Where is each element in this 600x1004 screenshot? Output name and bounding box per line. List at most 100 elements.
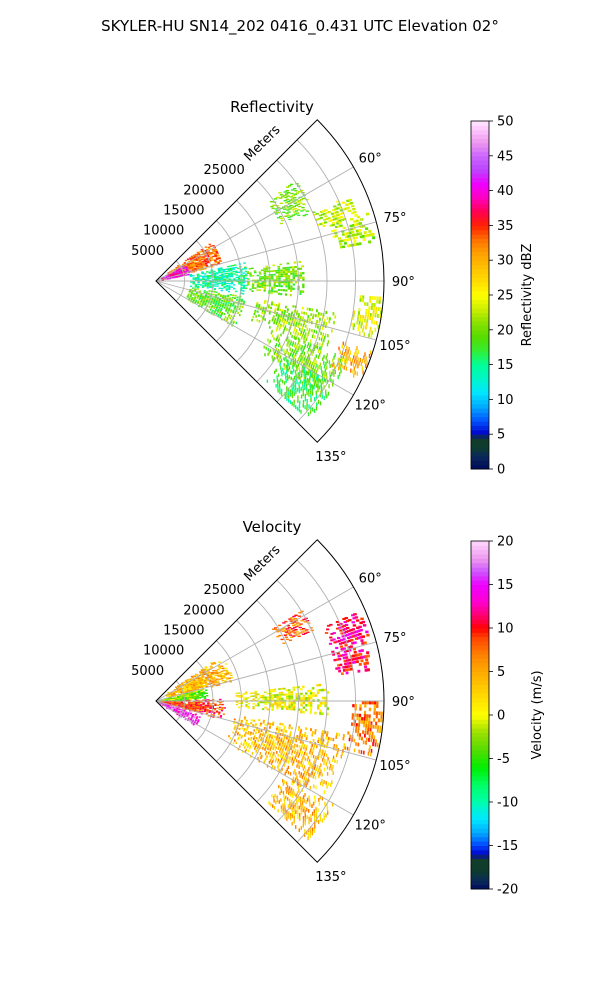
- colorbar-swatch: [471, 614, 489, 620]
- azimuth-tick-label: 90°: [392, 695, 415, 710]
- colorbar-swatch: [471, 832, 489, 838]
- colorbar-swatch: [471, 308, 489, 313]
- colorbar-swatch: [471, 567, 489, 572]
- colorbar-swatch: [471, 425, 489, 431]
- colorbar-swatch: [471, 160, 489, 165]
- colorbar-swatch: [471, 260, 489, 266]
- colorbar-tick-label: -5: [497, 752, 510, 767]
- velocity-panel: Velocity 60° 75° 90° 105° 120° 135° 5000 10000 15…: [131, 518, 545, 898]
- azimuth-tick-label: 60°: [359, 151, 382, 166]
- colorbar-label: Velocity (m/s): [530, 670, 545, 759]
- colorbar-swatch: [471, 390, 489, 396]
- colorbar-swatch: [471, 802, 489, 807]
- colorbar-swatch: [471, 858, 489, 864]
- colorbar-tick-label: 50: [497, 115, 514, 130]
- colorbar-tick-label: 20: [497, 323, 514, 338]
- range-axis-label: Meters: [242, 542, 284, 584]
- colorbar-swatch: [471, 177, 489, 183]
- colorbar-swatch: [471, 623, 489, 629]
- colorbar-swatch: [471, 264, 489, 270]
- colorbar-swatch: [471, 234, 489, 239]
- colorbar-swatch: [471, 749, 489, 755]
- colorbar-swatch: [471, 675, 489, 681]
- colorbar-swatch: [471, 732, 489, 738]
- colorbar-swatch: [471, 849, 489, 855]
- echo-region: [235, 683, 329, 716]
- colorbar-tick-label: 0: [497, 709, 505, 724]
- colorbar-swatch: [471, 312, 489, 318]
- range-tick-label: 10000: [143, 644, 184, 659]
- colorbar-swatch: [471, 736, 489, 742]
- colorbar-swatch: [471, 338, 489, 344]
- colorbar-swatch: [471, 129, 489, 135]
- colorbar-swatch: [471, 680, 489, 686]
- colorbar-swatch: [471, 810, 489, 816]
- colorbar-swatch: [471, 181, 489, 187]
- colorbar-swatch: [471, 464, 489, 470]
- colorbar-swatch: [471, 671, 489, 677]
- colorbar-swatch: [471, 654, 489, 659]
- colorbar-swatch: [471, 438, 489, 444]
- colorbar-swatch: [471, 767, 489, 773]
- azimuth-tick-label: 75°: [383, 631, 406, 646]
- colorbar-swatch: [471, 229, 489, 235]
- azimuth-tick-label: 135°: [315, 870, 346, 885]
- colorbar-swatch: [471, 212, 489, 218]
- echo-layer: [156, 610, 384, 841]
- colorbar-swatch: [471, 754, 489, 759]
- echo-region: [329, 212, 376, 249]
- colorbar-swatch: [471, 580, 489, 585]
- colorbar-swatch: [471, 697, 489, 703]
- sector-frame: [155, 119, 385, 443]
- colorbar-swatch: [471, 355, 489, 361]
- colorbar-swatch: [471, 819, 489, 825]
- colorbar-swatch: [471, 601, 489, 607]
- colorbar-swatch: [471, 268, 489, 274]
- colorbar-swatch: [471, 706, 489, 712]
- colorbar-swatch: [471, 871, 489, 877]
- echo-region: [263, 329, 347, 399]
- colorbar-tick-label: 5: [497, 428, 505, 443]
- echo-region: [161, 266, 190, 281]
- colorbar-swatch: [471, 588, 489, 594]
- colorbar-swatch: [471, 541, 489, 546]
- echo-region: [266, 357, 334, 417]
- colorbar-swatch: [471, 138, 489, 144]
- colorbar-tick-label: 10: [497, 393, 514, 408]
- colorbar-swatch: [471, 854, 489, 860]
- azimuth-tick-label: 135°: [315, 450, 346, 465]
- colorbar-swatch: [471, 164, 489, 170]
- colorbar-swatch: [471, 429, 489, 435]
- sector-frame: [155, 539, 385, 863]
- colorbar-swatch: [471, 329, 489, 335]
- colorbar-swatch: [471, 147, 489, 152]
- colorbar-swatch: [471, 823, 489, 829]
- colorbar-swatch: [471, 575, 489, 581]
- colorbar-swatch: [471, 351, 489, 357]
- colorbar-swatch: [471, 134, 489, 139]
- echo-region: [324, 613, 370, 650]
- colorbar-tick-label: 15: [497, 578, 514, 593]
- colorbar-swatch: [471, 684, 489, 690]
- colorbar-tick-label: 45: [497, 149, 514, 164]
- colorbar-swatch: [471, 836, 489, 842]
- range-tick-label: 5000: [131, 664, 164, 679]
- colorbar-swatch: [471, 875, 489, 881]
- azimuth-spoke: [155, 700, 377, 761]
- colorbar-swatch: [471, 225, 489, 231]
- colorbar-swatch: [471, 295, 489, 300]
- echo-region: [272, 610, 314, 644]
- colorbar-swatch: [471, 303, 489, 309]
- colorbar-swatch: [471, 203, 489, 209]
- colorbar-swatch: [471, 658, 489, 664]
- colorbar-swatch: [471, 386, 489, 392]
- azimuth-tick-label: 60°: [359, 571, 382, 586]
- echo-region: [331, 641, 370, 675]
- colorbar-swatch: [471, 793, 489, 799]
- colorbar-swatch: [471, 815, 489, 820]
- colorbar-swatch: [471, 780, 489, 786]
- colorbar-swatch: [471, 173, 489, 179]
- azimuth-tick-label: 90°: [392, 275, 415, 290]
- colorbar-swatch: [471, 281, 489, 287]
